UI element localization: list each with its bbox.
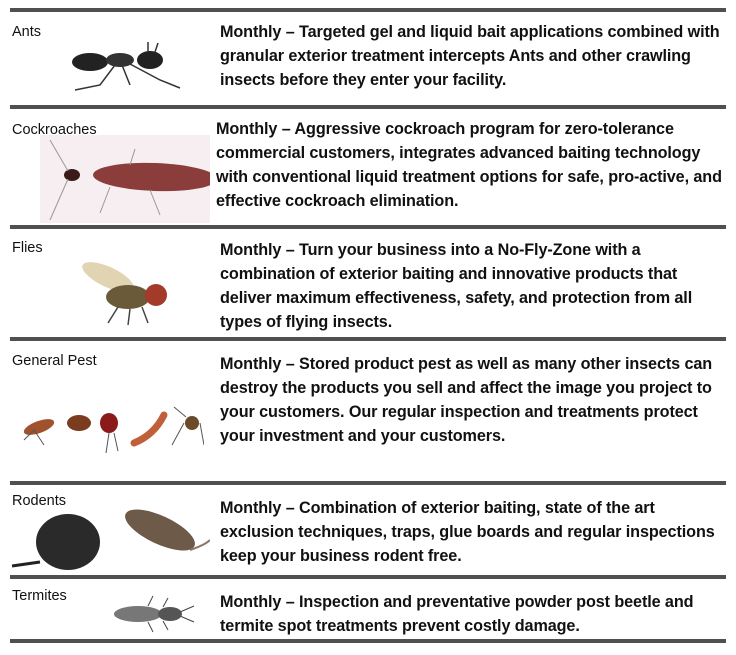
row-description: Monthly – Turn your business into a No-F… xyxy=(220,241,693,331)
rule xyxy=(10,105,726,109)
termite-icon xyxy=(114,595,195,633)
row-description: Monthly – Aggressive cockroach program f… xyxy=(216,120,722,210)
row-description: Monthly – Targeted gel and liquid bait a… xyxy=(220,23,720,89)
rule xyxy=(10,575,726,579)
row-label: Flies xyxy=(12,240,43,256)
row-description: Monthly – Stored product pest as well as… xyxy=(220,355,713,445)
row-label: Rodents xyxy=(12,493,67,509)
row-label: General Pest xyxy=(12,353,97,369)
rodents-icon xyxy=(11,509,210,570)
rule xyxy=(10,225,726,229)
rule xyxy=(10,337,726,341)
rule xyxy=(10,481,726,485)
fly-icon xyxy=(82,262,167,326)
general-pests-icon xyxy=(23,406,204,454)
ant-icon xyxy=(72,42,181,91)
rule xyxy=(10,639,726,643)
row-label: Termites xyxy=(12,588,67,604)
row-label: Cockroaches xyxy=(12,122,97,138)
row-description: Monthly – Combination of exterior baitin… xyxy=(220,499,715,565)
cockroach-icon xyxy=(40,135,210,223)
row-description: Monthly – Inspection and preventative po… xyxy=(220,593,694,635)
row-label: Ants xyxy=(12,24,42,40)
rule xyxy=(10,8,726,12)
